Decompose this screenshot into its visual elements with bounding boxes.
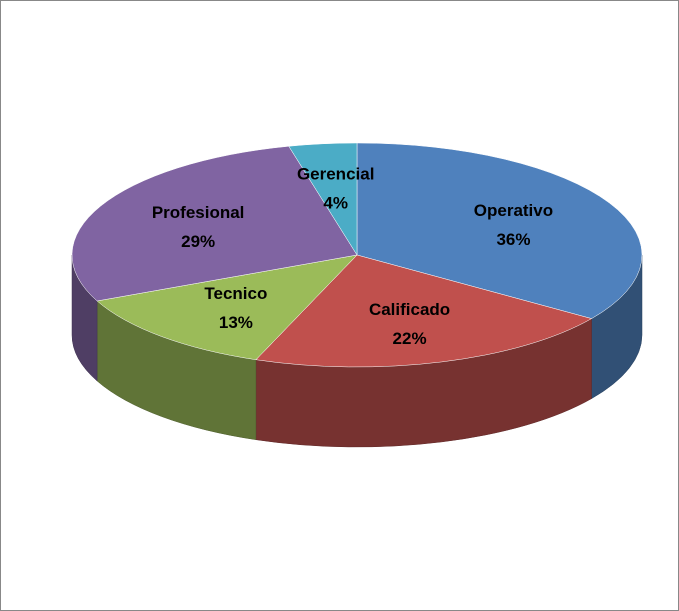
slice-value-label: 29% [181,232,215,251]
slice-label: Profesional [152,203,245,222]
slice [255,254,593,368]
slice-label: Tecnico [204,284,267,303]
slice-label: Gerencial [297,165,375,184]
slice [71,145,358,302]
slice-label: Calificado [369,300,450,319]
labels: Operativo 36% Calificado 22% Tecnico 13% Profe… [152,165,553,348]
slice-value-label: 4% [323,194,348,213]
slice-value-label: 22% [393,329,427,348]
slice-value-label: 13% [219,313,253,332]
slice [288,142,358,256]
slice-value-label: 36% [496,230,530,249]
slice-label: Operativo [474,201,553,220]
slice [96,254,358,360]
slice-tops [71,142,643,368]
slice [356,142,643,319]
slice-sides [71,254,643,448]
